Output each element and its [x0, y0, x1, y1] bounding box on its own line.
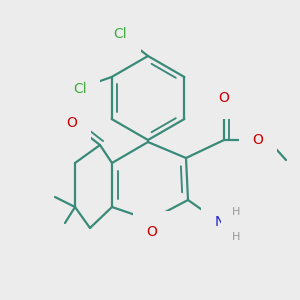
Text: Cl: Cl [73, 82, 86, 96]
Text: H: H [232, 232, 240, 242]
Text: Cl: Cl [113, 27, 127, 41]
Text: O: O [67, 116, 77, 130]
Text: N: N [215, 215, 225, 229]
Text: O: O [253, 133, 263, 147]
Text: H: H [232, 207, 240, 217]
Text: O: O [219, 91, 230, 105]
Text: O: O [147, 225, 158, 239]
